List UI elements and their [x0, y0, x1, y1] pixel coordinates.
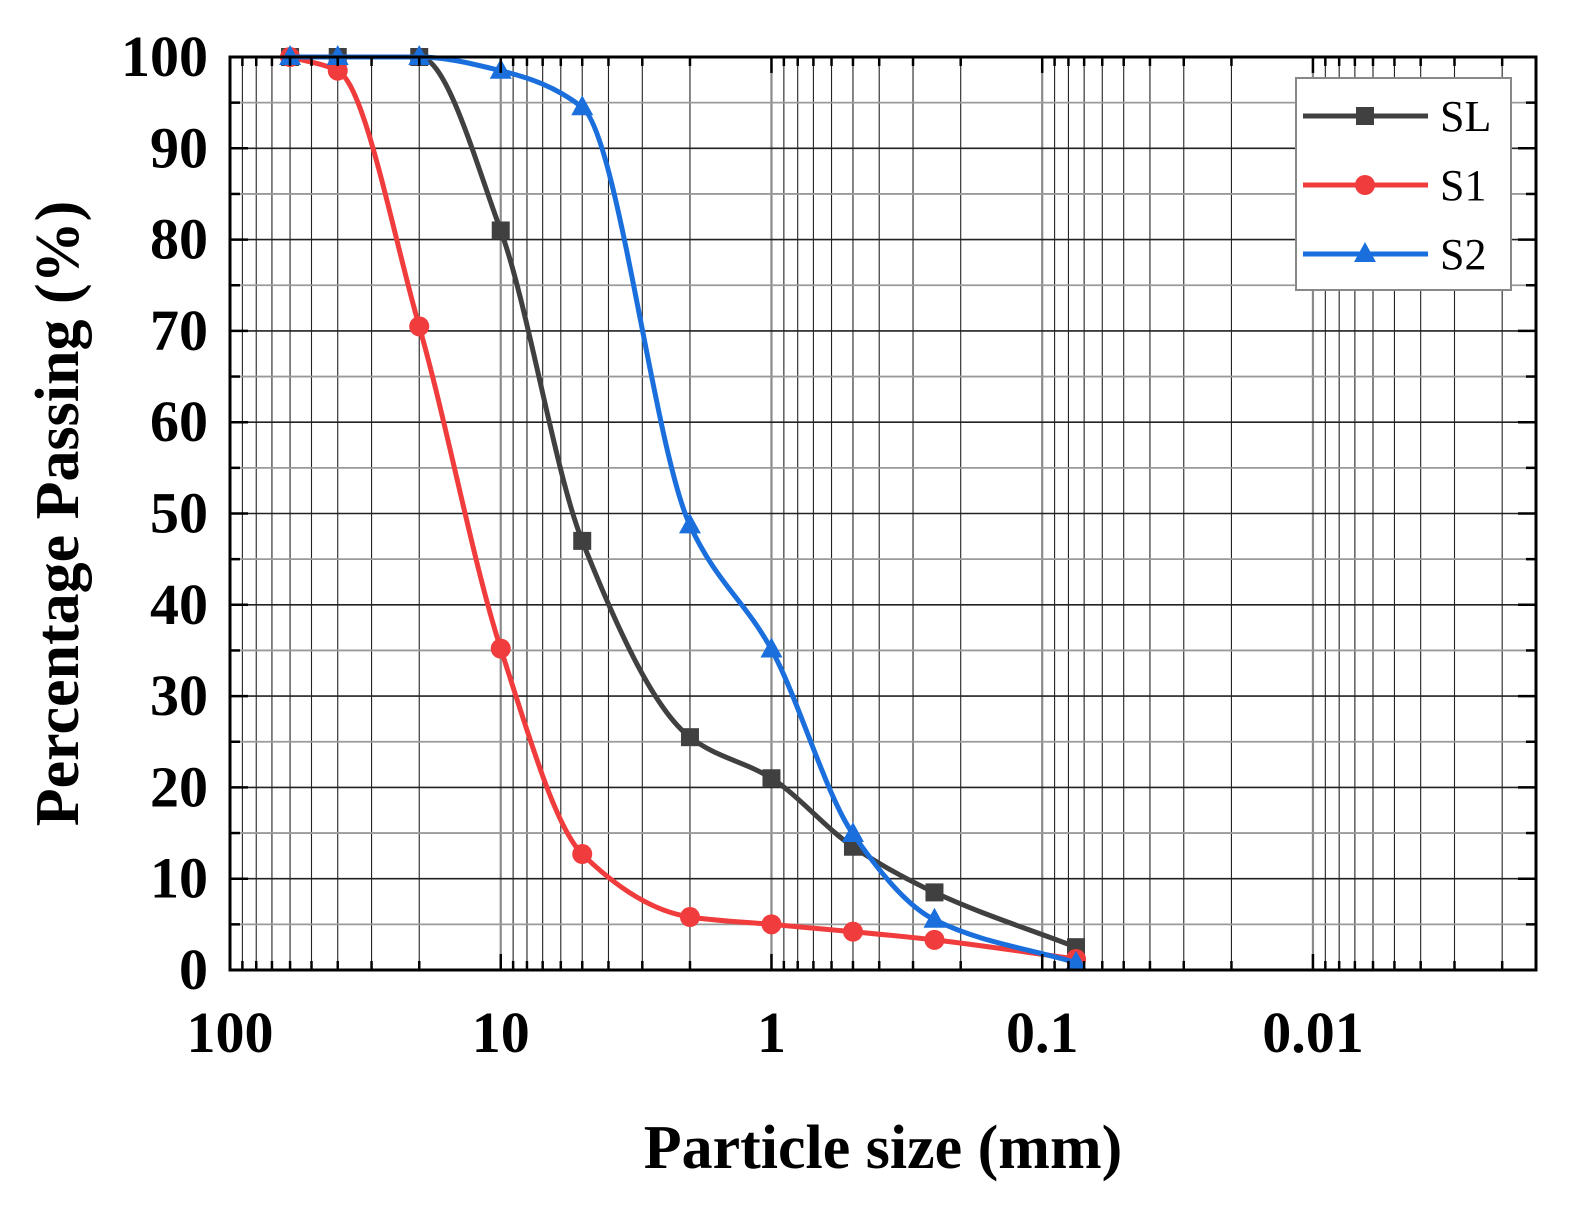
y-axis-title: Percentage Passing (%) [24, 201, 92, 827]
y-tick-label: 40 [150, 572, 208, 637]
legend-label: SL [1440, 92, 1491, 141]
data-point-s1 [490, 638, 511, 659]
legend-marker [1356, 107, 1374, 125]
data-point-s2 [923, 907, 946, 928]
y-tick-label: 50 [150, 481, 208, 546]
x-tick-label: 100 [187, 1000, 274, 1065]
x-tick-label: 1 [757, 1000, 786, 1065]
data-point-sl [762, 769, 781, 788]
y-tick-label: 20 [150, 754, 208, 819]
data-point-s2 [841, 821, 864, 842]
data-point-s1 [679, 907, 700, 928]
x-tick-label: 10 [472, 1000, 530, 1065]
y-tick-label: 70 [150, 298, 208, 363]
x-tick-label: 0.1 [1006, 1000, 1079, 1065]
x-axis-title: Particle size (mm) [644, 1114, 1123, 1182]
data-point-s1 [572, 844, 593, 865]
legend: SL S1 S2 [1295, 77, 1512, 291]
data-point-sl [491, 221, 510, 240]
data-point-s2 [1065, 950, 1088, 971]
legend-item: SL [1303, 92, 1491, 141]
data-point-s2 [678, 513, 701, 534]
data-point-s2 [279, 45, 302, 65]
legend-marker [1354, 242, 1376, 262]
data-point-s1 [327, 60, 348, 81]
y-tick-label: 100 [121, 24, 208, 89]
legend-item: S1 [1303, 161, 1486, 210]
grid [228, 57, 1536, 970]
legend-marker [1355, 175, 1375, 195]
data-point-s2 [760, 637, 783, 658]
y-tick-label: 80 [150, 207, 208, 272]
axis-ticks: 0 10 20 30 40 50 60 70 80 90 100 100 10 1 0.1 0.01 [121, 24, 1536, 1065]
legend-label: S1 [1440, 161, 1486, 210]
data-point-s1 [409, 316, 430, 337]
x-tick-label: 0.01 [1262, 1000, 1364, 1065]
data-point-s1 [761, 914, 782, 935]
series-line-s2 [287, 54, 1079, 966]
y-tick-label: 90 [150, 115, 208, 180]
y-tick-label: 60 [150, 389, 208, 454]
data-point-sl [573, 531, 592, 550]
y-tick-label: 30 [150, 663, 208, 728]
data-point-s1 [842, 921, 863, 942]
data-point-s1 [924, 929, 945, 950]
legend-label: S2 [1440, 230, 1486, 279]
legend-item: S2 [1303, 230, 1486, 279]
data-point-s2 [571, 95, 594, 116]
y-tick-label: 10 [150, 846, 208, 911]
data-point-s2 [326, 45, 349, 65]
y-tick-label: 0 [179, 937, 208, 1002]
series-s2 [279, 45, 1088, 971]
data-point-s2 [408, 45, 431, 65]
series-layer [279, 45, 1088, 971]
data-point-sl [925, 883, 944, 902]
data-point-sl [680, 728, 699, 747]
